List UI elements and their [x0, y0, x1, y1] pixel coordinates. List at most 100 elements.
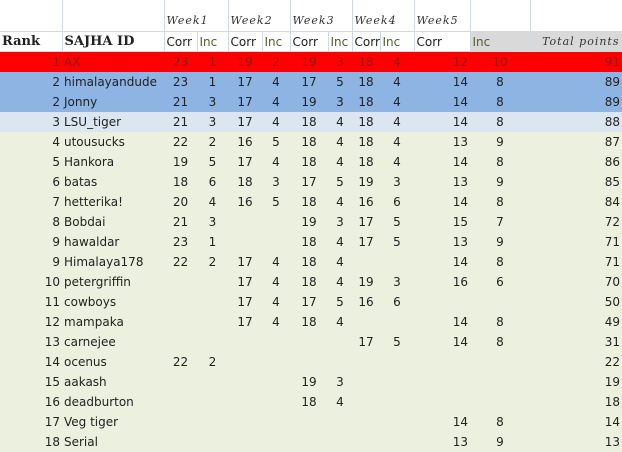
- inc-cell[interactable]: 5: [328, 72, 352, 92]
- corr-cell[interactable]: 18: [358, 135, 374, 149]
- inc-cell[interactable]: 4: [336, 395, 344, 409]
- total-cell[interactable]: 72: [604, 215, 620, 229]
- rank-cell[interactable]: 6: [52, 175, 60, 189]
- total-cell[interactable]: 85: [604, 175, 620, 189]
- inc-cell[interactable]: 4: [272, 315, 280, 329]
- corr-cell[interactable]: [290, 412, 328, 432]
- inc-cell[interactable]: 8: [470, 92, 530, 112]
- corr-cell[interactable]: 23: [164, 72, 197, 92]
- id-cell[interactable]: mampaka: [64, 315, 124, 329]
- inc-cell[interactable]: [328, 352, 352, 372]
- corr-cell[interactable]: 19: [358, 275, 374, 289]
- corr-cell[interactable]: 19: [301, 215, 317, 229]
- inc-cell[interactable]: 4: [393, 155, 401, 169]
- id-cell[interactable]: Veg tiger: [64, 415, 119, 429]
- id-cell[interactable]: petergriffin: [64, 275, 131, 289]
- inc-cell[interactable]: 6: [393, 295, 401, 309]
- corr-cell[interactable]: [352, 412, 380, 432]
- inc-cell[interactable]: 1: [197, 51, 228, 72]
- inc-cell[interactable]: 4: [380, 51, 414, 72]
- corr-cell[interactable]: 18: [301, 315, 317, 329]
- corr-cell[interactable]: 16: [452, 275, 468, 289]
- total-cell[interactable]: 22: [604, 355, 620, 369]
- corr-cell[interactable]: [352, 312, 380, 332]
- total-cell[interactable]: 89: [530, 72, 622, 92]
- corr-cell[interactable]: 14: [414, 92, 470, 112]
- inc-cell[interactable]: 4: [336, 315, 344, 329]
- corr-cell[interactable]: 19: [290, 92, 328, 112]
- inc-cell[interactable]: 1: [208, 235, 217, 249]
- corr-cell[interactable]: 21: [172, 215, 189, 229]
- id-cell[interactable]: carnejee: [64, 335, 116, 349]
- id-cell[interactable]: Hankora: [64, 155, 115, 169]
- corr-cell[interactable]: [228, 332, 262, 352]
- corr-cell[interactable]: 17: [301, 295, 317, 309]
- inc-cell[interactable]: [197, 392, 228, 412]
- inc-cell[interactable]: 3: [336, 375, 344, 389]
- id-cell[interactable]: aakash: [64, 375, 107, 389]
- corr-cell[interactable]: 20: [172, 195, 189, 209]
- corr-cell[interactable]: 17: [358, 335, 374, 349]
- corr-cell[interactable]: 17: [228, 72, 262, 92]
- total-cell[interactable]: 50: [604, 295, 620, 309]
- corr-cell[interactable]: 18: [301, 255, 317, 269]
- table-row[interactable]: 18 Serial 13 9 13: [0, 432, 622, 452]
- total-cell[interactable]: 71: [604, 235, 620, 249]
- corr-cell[interactable]: 16: [358, 295, 374, 309]
- inc-cell[interactable]: 3: [328, 92, 352, 112]
- corr-cell[interactable]: [352, 352, 380, 372]
- corr-cell[interactable]: [414, 392, 470, 412]
- corr-cell[interactable]: [164, 312, 197, 332]
- rank-cell[interactable]: 5: [52, 155, 60, 169]
- inc-cell[interactable]: 4: [262, 92, 290, 112]
- id-cell[interactable]: LSU_tiger: [62, 112, 164, 132]
- corr-cell[interactable]: 18: [352, 72, 380, 92]
- corr-cell[interactable]: 18: [301, 275, 317, 289]
- inc-cell[interactable]: 4: [380, 92, 414, 112]
- corr-cell[interactable]: [228, 232, 262, 252]
- corr-cell[interactable]: [414, 372, 470, 392]
- total-cell[interactable]: 49: [604, 315, 620, 329]
- corr-cell[interactable]: [290, 352, 328, 372]
- inc-cell[interactable]: 8: [470, 72, 530, 92]
- corr-cell[interactable]: [164, 412, 197, 432]
- inc-cell[interactable]: 3: [393, 275, 401, 289]
- corr-cell[interactable]: 14: [414, 72, 470, 92]
- corr-cell[interactable]: [164, 272, 197, 292]
- corr-cell[interactable]: 17: [237, 275, 253, 289]
- corr-cell[interactable]: 17: [290, 72, 328, 92]
- inc-cell[interactable]: 4: [336, 195, 344, 209]
- inc-cell[interactable]: 4: [336, 275, 344, 289]
- inc-cell[interactable]: 3: [393, 175, 401, 189]
- inc-cell[interactable]: [197, 412, 228, 432]
- inc-cell[interactable]: 3: [208, 215, 217, 229]
- corr-cell[interactable]: 18: [301, 155, 317, 169]
- corr-cell[interactable]: 18: [301, 135, 317, 149]
- corr-cell[interactable]: 18: [352, 112, 380, 132]
- inc-cell[interactable]: 1: [197, 72, 228, 92]
- id-cell[interactable]: Serial: [64, 435, 98, 449]
- corr-cell[interactable]: 17: [228, 92, 262, 112]
- inc-cell[interactable]: 6: [393, 195, 401, 209]
- corr-cell[interactable]: [352, 432, 380, 452]
- corr-cell[interactable]: 23: [164, 51, 197, 72]
- corr-cell[interactable]: [352, 392, 380, 412]
- corr-cell[interactable]: [414, 352, 470, 372]
- inc-cell[interactable]: 6: [496, 275, 504, 289]
- corr-cell[interactable]: 12: [414, 51, 470, 72]
- corr-cell[interactable]: 21: [164, 92, 197, 112]
- id-cell[interactable]: hetterika!: [64, 195, 123, 209]
- corr-cell[interactable]: 18: [301, 395, 317, 409]
- inc-cell[interactable]: [262, 212, 290, 232]
- inc-cell[interactable]: [470, 352, 530, 372]
- total-cell[interactable]: 14: [604, 415, 620, 429]
- corr-cell[interactable]: 19: [228, 51, 262, 72]
- inc-cell[interactable]: 2: [208, 355, 217, 369]
- inc-cell[interactable]: 3: [197, 92, 228, 112]
- corr-cell[interactable]: 22: [172, 135, 189, 149]
- total-cell[interactable]: 18: [604, 395, 620, 409]
- rank-cell[interactable]: 14: [44, 355, 60, 369]
- table-row[interactable]: 17 Veg tiger 14 8 14: [0, 412, 622, 432]
- inc-cell[interactable]: 9: [496, 135, 504, 149]
- corr-cell[interactable]: 18: [237, 175, 253, 189]
